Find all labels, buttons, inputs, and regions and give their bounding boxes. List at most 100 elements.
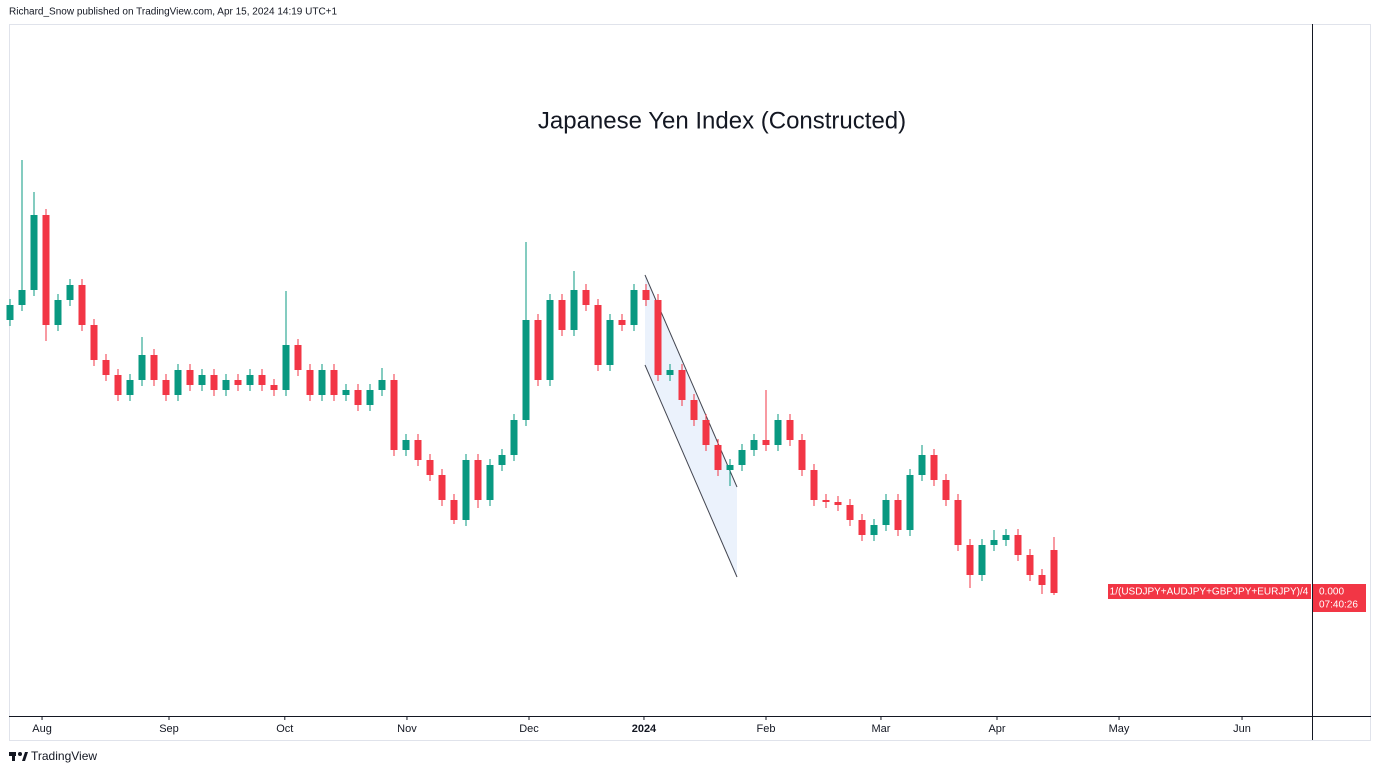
- x-tick-label: Feb: [757, 723, 776, 735]
- candle-body: [6, 305, 14, 320]
- candles: [6, 160, 1058, 595]
- candle-body: [438, 475, 446, 500]
- candle-body: [750, 440, 758, 450]
- candle-body: [234, 380, 242, 385]
- candle-body: [678, 370, 686, 400]
- candle-body: [798, 440, 806, 470]
- candle-body: [846, 505, 854, 520]
- candle-body: [522, 320, 530, 420]
- candle-body: [942, 480, 950, 500]
- candle-body: [1050, 550, 1058, 593]
- candle-body: [174, 370, 182, 395]
- candle-body: [930, 455, 938, 480]
- candle-body: [294, 345, 302, 370]
- candle-body: [666, 370, 674, 375]
- candle-body: [282, 345, 290, 390]
- candle-body: [498, 455, 506, 465]
- candle-body: [570, 290, 578, 330]
- candle-body: [222, 380, 230, 390]
- channel-fill: [645, 275, 737, 577]
- candle-body: [534, 320, 542, 380]
- candle-body: [690, 400, 698, 420]
- candle-body: [474, 460, 482, 500]
- candle-body: [78, 285, 86, 325]
- candle-body: [114, 375, 122, 395]
- candle-body: [186, 370, 194, 385]
- candle-body: [978, 545, 986, 575]
- candle-body: [90, 325, 98, 360]
- candle-body: [342, 390, 350, 395]
- candle-body: [510, 420, 518, 455]
- candle-body: [450, 500, 458, 520]
- candle-body: [1038, 575, 1046, 585]
- candle-body: [786, 420, 794, 440]
- publisher-header: Richard_Snow published on TradingView.co…: [9, 7, 338, 18]
- candle-body: [546, 300, 554, 380]
- candle-body: [30, 215, 38, 290]
- candle-body: [366, 390, 374, 405]
- candle-body: [258, 375, 266, 385]
- candle-body: [774, 420, 782, 445]
- candle-body: [966, 545, 974, 575]
- candle-body: [486, 465, 494, 500]
- candle-body: [198, 375, 206, 385]
- brand-logo: [9, 752, 28, 761]
- x-tick-label: Dec: [519, 723, 539, 735]
- candle-body: [810, 470, 818, 500]
- candle-body: [954, 500, 962, 545]
- candle-body: [1002, 535, 1010, 540]
- x-tick-label: Mar: [871, 723, 890, 735]
- candle-body: [306, 370, 314, 395]
- series-label: 1/(USDJPY+AUDJPY+GBPJPY+EURJPY)/4: [1110, 587, 1309, 598]
- candle-body: [42, 215, 50, 325]
- channel-lower: [644, 364, 738, 578]
- candle-body: [138, 355, 146, 380]
- candle-body: [726, 465, 734, 470]
- candle-body: [246, 375, 254, 385]
- candle-body: [1026, 555, 1034, 575]
- candle-body: [150, 355, 158, 380]
- candle-body: [858, 520, 866, 535]
- x-tick-label: Sep: [159, 723, 179, 735]
- candle-body: [354, 390, 362, 405]
- candle-body: [618, 320, 626, 325]
- x-axis: Aug Sep Oct Nov Dec 2024 Feb Mar Apr May Jun: [32, 716, 1251, 735]
- candle-body: [990, 540, 998, 545]
- countdown: 07:40:26: [1319, 600, 1358, 611]
- candle-body: [762, 440, 770, 445]
- candle-body: [126, 380, 134, 395]
- candle-body: [1014, 535, 1022, 555]
- x-tick-label: Oct: [276, 723, 293, 735]
- candle-body: [54, 300, 62, 325]
- candle-body: [390, 380, 398, 450]
- candle-body: [462, 460, 470, 520]
- x-tick-label: May: [1109, 723, 1130, 735]
- candle-body: [66, 285, 74, 300]
- x-tick-label: Jun: [1233, 723, 1251, 735]
- candle-body: [402, 440, 410, 450]
- x-tick-label: Nov: [397, 723, 417, 735]
- candle-body: [210, 375, 218, 390]
- candle-body: [318, 370, 326, 395]
- candle-body: [162, 380, 170, 395]
- candle-body: [414, 440, 422, 460]
- last-price: 0.000: [1319, 587, 1344, 598]
- candle-body: [606, 320, 614, 365]
- brand-name: TradingView: [31, 749, 97, 763]
- candle-body: [870, 525, 878, 535]
- candle-body: [18, 290, 26, 305]
- price-label-box: [1313, 584, 1366, 612]
- chart-title: Japanese Yen Index (Constructed): [538, 107, 906, 134]
- chart-frame: [9, 24, 1371, 741]
- candle-body: [834, 502, 842, 505]
- candle-body: [894, 500, 902, 530]
- candle-body: [882, 500, 890, 525]
- candle-body: [738, 450, 746, 465]
- candle-body: [642, 290, 650, 300]
- candle-body: [630, 290, 638, 325]
- candle-body: [558, 300, 566, 330]
- candle-body: [906, 475, 914, 530]
- series-label-box: [1108, 584, 1311, 599]
